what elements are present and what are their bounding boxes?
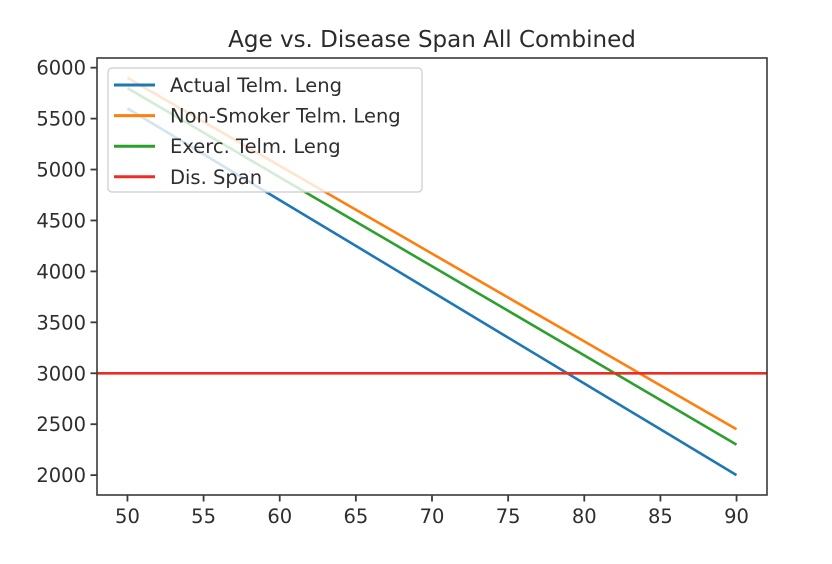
x-tick-label: 90 bbox=[724, 505, 749, 528]
legend-box bbox=[107, 67, 423, 193]
x-tick-label: 85 bbox=[648, 505, 673, 528]
legend-label-non-smoker-telm-leng: Non-Smoker Telm. Leng bbox=[170, 105, 401, 128]
y-tick-label: 4500 bbox=[36, 209, 86, 232]
legend-label-actual-telm-leng: Actual Telm. Leng bbox=[170, 74, 342, 97]
y-tick-label: 5500 bbox=[36, 108, 86, 131]
x-tick-label: 80 bbox=[572, 505, 597, 528]
y-tick-label: 4000 bbox=[36, 260, 86, 283]
chart-title: Age vs. Disease Span All Combined bbox=[228, 27, 636, 53]
x-tick-label: 65 bbox=[343, 505, 368, 528]
x-tick-label: 50 bbox=[115, 505, 140, 528]
x-tick-label: 60 bbox=[267, 505, 292, 528]
y-tick-label: 2000 bbox=[36, 464, 86, 487]
y-tick-label: 2500 bbox=[36, 413, 86, 436]
legend: Actual Telm. Leng Non-Smoker Telm. Leng Ex… bbox=[107, 67, 423, 193]
y-tick-label: 6000 bbox=[36, 57, 86, 80]
y-tick-label: 3500 bbox=[36, 311, 86, 334]
x-tick-label: 75 bbox=[496, 505, 521, 528]
x-tick-label: 55 bbox=[191, 505, 216, 528]
legend-label-dis-span: Dis. Span bbox=[170, 166, 262, 189]
x-tick-label: 70 bbox=[420, 505, 445, 528]
legend-label-exerc-telm-leng: Exerc. Telm. Leng bbox=[170, 135, 341, 158]
y-tick-label: 5000 bbox=[36, 159, 86, 182]
y-tick-label: 3000 bbox=[36, 362, 86, 385]
